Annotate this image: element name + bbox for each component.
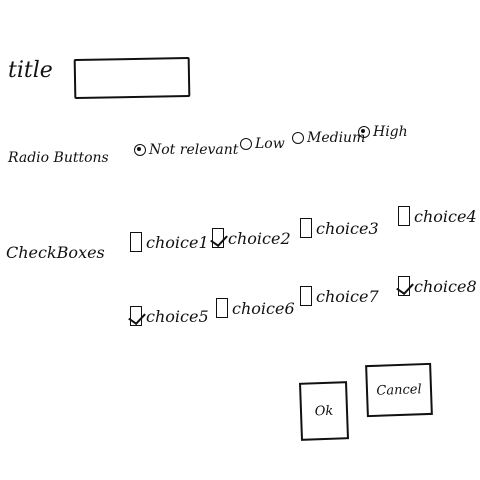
title-input[interactable] (73, 56, 191, 100)
checkbox-square-icon (130, 306, 142, 326)
radio-circle-icon (240, 138, 252, 150)
title-label: title (8, 58, 53, 83)
cancel-button[interactable]: Cancel (365, 362, 433, 418)
radio-label: High (373, 124, 408, 140)
radio-group-label: Radio Buttons (8, 150, 109, 166)
radio-label: Not relevant (149, 142, 239, 158)
checkbox-square-icon (130, 232, 142, 252)
checkbox-choice8[interactable]: choice8 (398, 276, 477, 296)
radio-label: Low (255, 136, 285, 152)
radio-medium[interactable]: Medium (292, 130, 365, 146)
radio-label: Medium (307, 130, 366, 146)
checkbox-choice3[interactable]: choice3 (300, 218, 379, 238)
checkbox-label: choice6 (232, 298, 295, 318)
checkbox-choice2[interactable]: choice2 (212, 228, 291, 248)
checkbox-square-icon (212, 228, 224, 248)
checkbox-choice6[interactable]: choice6 (216, 298, 295, 318)
checkbox-square-icon (398, 206, 410, 226)
checkbox-label: choice8 (414, 276, 477, 296)
checkbox-square-icon (300, 218, 312, 238)
checkbox-choice7[interactable]: choice7 (300, 286, 379, 306)
checkbox-choice5[interactable]: choice5 (130, 306, 209, 326)
radio-high[interactable]: High (358, 124, 408, 140)
checkbox-square-icon (398, 276, 410, 296)
checkbox-square-icon (216, 298, 228, 318)
checkbox-choice1[interactable]: choice1 (130, 232, 209, 252)
checkbox-label: choice3 (316, 218, 379, 238)
checkbox-label: choice7 (316, 286, 379, 306)
radio-group: Not relevant Low Medium High (132, 118, 472, 158)
radio-low[interactable]: Low (240, 136, 285, 152)
ok-button[interactable]: Ok (299, 381, 349, 441)
checkbox-label: choice5 (146, 306, 209, 326)
checkbox-label: choice1 (146, 232, 209, 252)
checkbox-label: choice4 (414, 206, 477, 226)
checkbox-group-label: CheckBoxes (6, 243, 105, 262)
radio-circle-icon (134, 144, 146, 156)
radio-circle-icon (358, 126, 370, 138)
checkbox-square-icon (300, 286, 312, 306)
checkbox-label: choice2 (228, 228, 291, 248)
checkbox-choice4[interactable]: choice4 (398, 206, 477, 226)
radio-circle-icon (292, 132, 304, 144)
radio-not-relevant[interactable]: Not relevant (134, 142, 238, 158)
